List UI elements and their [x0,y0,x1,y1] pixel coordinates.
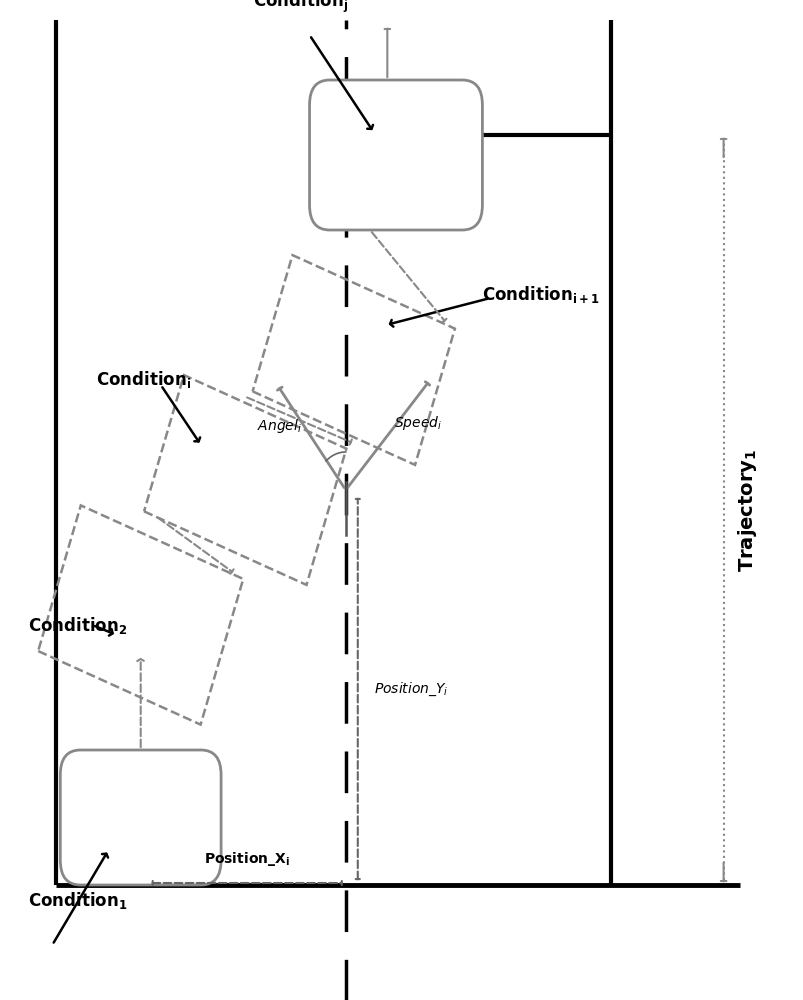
Text: $\mathbf{Condition_i}$: $\mathbf{Condition_i}$ [96,369,191,390]
FancyBboxPatch shape [60,750,221,885]
Text: $Position\_Y_i$: $Position\_Y_i$ [373,680,448,698]
Text: $\mathbf{Trajectory_1}$: $\mathbf{Trajectory_1}$ [735,448,758,572]
Text: $\mathbf{Condition_2}$: $\mathbf{Condition_2}$ [28,614,127,636]
Text: $Angel_i$: $Angel_i$ [256,417,301,435]
Text: $Speed_i$: $Speed_i$ [393,414,442,432]
Text: $\mathbf{Condition_1}$: $\mathbf{Condition_1}$ [28,890,128,911]
Text: $\mathbf{Position\_X_i}$: $\mathbf{Position\_X_i}$ [204,850,290,868]
Text: $\mathbf{Condition_{i+1}}$: $\mathbf{Condition_{i+1}}$ [482,284,599,305]
FancyBboxPatch shape [309,80,482,230]
Text: $\mathbf{Condition_j}$: $\mathbf{Condition_j}$ [253,0,348,15]
